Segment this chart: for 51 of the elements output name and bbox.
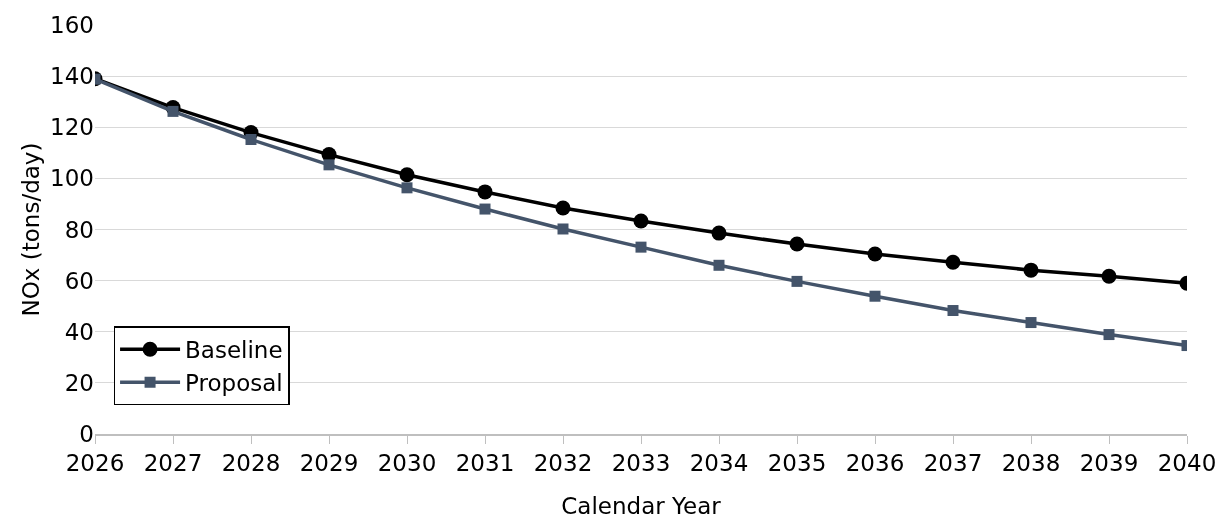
x-tick-label: 2036 — [845, 450, 905, 477]
y-axis-title: NOx (tons/day) — [18, 142, 44, 317]
point — [869, 290, 881, 302]
point — [789, 236, 805, 252]
point — [1103, 329, 1115, 341]
y-tick-label: 20 — [64, 369, 94, 396]
point — [947, 305, 959, 317]
x-tick-label: 2033 — [611, 450, 671, 477]
x-axis-title: Calendar Year — [561, 492, 722, 519]
y-tick-label: 40 — [64, 318, 94, 345]
point — [557, 223, 569, 235]
point — [867, 246, 883, 262]
x-tick-label: 2035 — [767, 450, 827, 477]
point — [167, 105, 179, 117]
x-tick-label: 2034 — [689, 450, 749, 477]
point — [1023, 262, 1039, 278]
x-tick-label: 2039 — [1079, 450, 1139, 477]
point — [401, 182, 413, 194]
point — [245, 134, 257, 146]
point — [323, 159, 335, 171]
point — [711, 225, 727, 241]
y-tick-label: 60 — [64, 267, 94, 294]
x-tick-label: 2040 — [1157, 450, 1217, 477]
y-tick-label: 0 — [79, 421, 94, 448]
x-tick-label: 2028 — [221, 450, 281, 477]
legend-label: Baseline — [185, 337, 283, 364]
x-tick-label: 2037 — [923, 450, 983, 477]
point — [791, 275, 803, 287]
x-tick-label: 2032 — [533, 450, 593, 477]
y-tick-label: 100 — [50, 165, 94, 192]
point — [635, 241, 647, 253]
y-tick-label: 120 — [50, 114, 94, 141]
point — [633, 213, 649, 229]
x-tick-label: 2031 — [455, 450, 515, 477]
point — [477, 184, 493, 200]
legend-label: Proposal — [185, 370, 283, 397]
x-tick-label: 2029 — [299, 450, 359, 477]
point — [1025, 317, 1037, 329]
point — [479, 203, 491, 215]
x-tick-label: 2038 — [1001, 450, 1061, 477]
point — [713, 259, 725, 271]
point — [945, 254, 961, 270]
x-tick-label: 2030 — [377, 450, 437, 477]
y-tick-label: 80 — [64, 216, 94, 243]
point — [399, 167, 415, 183]
x-tick-label: 2027 — [143, 450, 203, 477]
point — [555, 200, 571, 216]
x-tick-label: 2026 — [65, 450, 125, 477]
point — [1101, 268, 1117, 284]
y-tick-label: 140 — [50, 63, 94, 90]
y-tick-label: 160 — [50, 12, 94, 39]
